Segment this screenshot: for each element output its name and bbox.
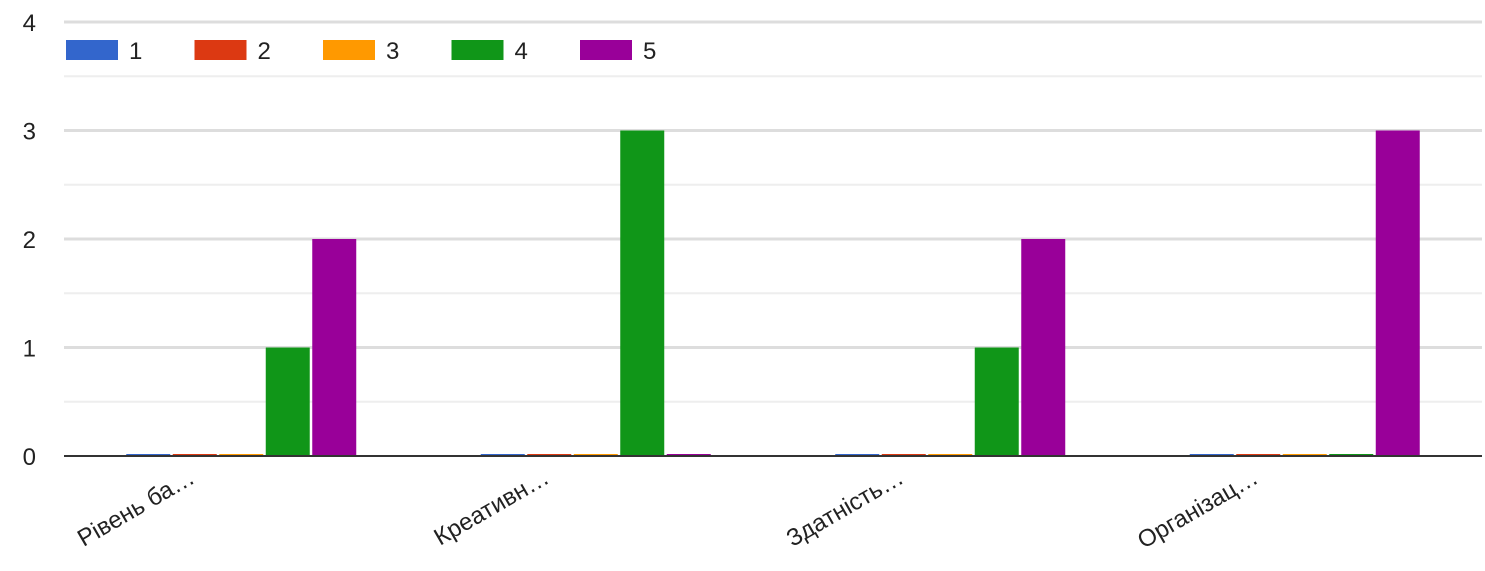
x-category-label: Креативн…	[429, 464, 553, 551]
bar-series-5-cat-1	[312, 239, 357, 456]
bars	[126, 130, 1420, 456]
bar-series-4-cat-3	[974, 347, 1019, 456]
y-tick-label: 3	[23, 119, 36, 146]
bar-series-5-cat-3	[1021, 239, 1066, 456]
grid-lines	[64, 20, 1482, 403]
bar-series-4-cat-2	[620, 130, 665, 456]
legend-swatch-1	[66, 40, 118, 60]
legend-swatch-4	[451, 40, 504, 60]
x-axis-labels: Рівень ба… Креативн… Здатність… Організац…	[73, 464, 1263, 555]
y-axis-ticks: 0 1 2 3 4	[23, 10, 36, 471]
legend-label-1: 1	[129, 38, 142, 65]
legend-swatch-2	[194, 40, 247, 60]
bar-series-4-cat-1	[265, 347, 310, 456]
legend-swatch-5	[580, 40, 632, 60]
legend-label-3: 3	[386, 38, 399, 65]
legend-label-5: 5	[643, 38, 656, 65]
y-tick-label: 2	[23, 227, 36, 254]
bar-series-5-cat-4	[1375, 130, 1420, 456]
x-category-label: Здатність…	[782, 464, 908, 553]
legend: 1 2 3 4 5	[66, 38, 656, 65]
legend-label-4: 4	[515, 38, 528, 65]
y-tick-label: 1	[23, 336, 36, 363]
y-tick-label: 4	[23, 10, 36, 37]
legend-swatch-3	[323, 40, 375, 60]
y-tick-label: 0	[23, 444, 36, 471]
x-category-label: Рівень ба…	[73, 464, 199, 552]
legend-label-2: 2	[258, 38, 271, 65]
x-category-label: Організац…	[1133, 464, 1263, 555]
